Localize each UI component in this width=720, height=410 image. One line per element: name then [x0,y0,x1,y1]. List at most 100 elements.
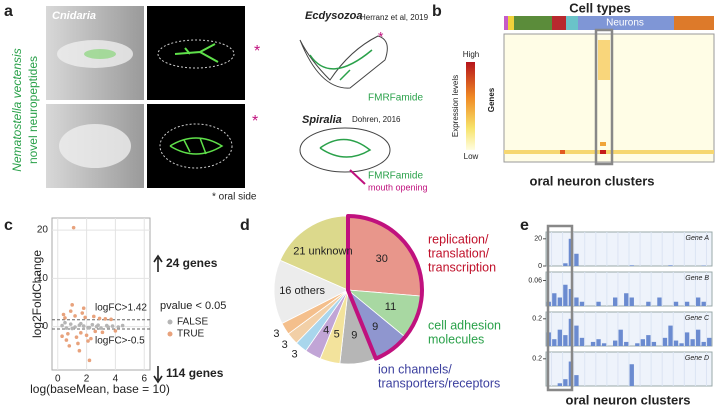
reference: Herranz et al, 2019 [360,13,429,22]
bar [707,337,712,346]
animal [59,124,131,168]
slice-label: 11 [385,301,396,313]
group-label: molecules [428,332,484,346]
point [83,315,87,320]
point [73,325,77,329]
bar [579,337,585,346]
y-tick-label: 0.06 [528,277,542,284]
point [61,312,66,317]
group-label: replication/ [428,232,489,246]
neurons-label: Neurons [606,18,644,29]
cell-type [566,16,578,30]
marker: * [252,113,258,130]
caption: oral neuron clusters [566,392,691,407]
bar [618,329,623,346]
axis-title: log2FoldChange [30,250,44,338]
point [89,336,93,341]
signal [174,43,219,63]
bar [646,335,651,346]
group: Cnidaria [52,10,96,22]
bar [696,297,701,306]
slice-label: 9 [351,329,357,341]
slice-label: 30 [376,253,388,265]
point [74,335,79,339]
slice-label: 3 [292,349,298,361]
species: Nematostella vectensis [10,48,24,171]
gene-name: Gene B [685,275,709,282]
slice [273,259,349,324]
slice-label: 3 [282,339,288,351]
bar [574,325,579,346]
panel-b: b Cell types Neurons High Low Expression… [432,0,715,188]
gene-name: Gene A [686,235,710,242]
group-label: ion channels/ [378,362,452,376]
neurons [319,138,372,158]
point [93,329,98,334]
bar [701,341,706,346]
highlight-box [594,28,614,166]
point [113,329,118,333]
x-tick-label: 6 [141,374,147,385]
point [70,326,74,331]
heatmap-cells [504,150,714,154]
point [97,316,102,321]
up-count: 24 genes [166,256,218,270]
bar [657,297,662,306]
point [79,331,83,335]
panel-letter: b [432,3,442,20]
bar [563,379,568,386]
x-tick-label: 2 [84,374,90,385]
stain: FMRFamide [368,171,423,182]
panel-letter: a [4,3,13,20]
legend-swatch [167,319,173,325]
y-tick-label: 0.2 [532,316,542,323]
point [64,326,69,330]
charts: c 0 10 20 0 2 4 6 logFC>1.42 logFC>-0.5 log2FoldCh… [4,214,713,407]
bar [646,301,651,306]
panel-letter: e [520,217,529,234]
mouth: mouth opening [368,182,428,192]
bar [635,343,640,346]
larva [299,127,391,173]
bar [668,325,673,346]
bar [574,297,579,306]
bar [563,335,568,346]
point [116,325,121,329]
axis-label: Genes [487,87,496,112]
point [106,325,111,329]
x-tick-label: 0 [55,374,61,385]
point [96,323,100,327]
clade: Ecdysozoa [305,10,362,22]
panel-a: a Nematostella vectensis novel neuropept… [4,3,429,202]
slice-label: 3 [273,328,279,340]
point [60,334,64,339]
point [67,344,72,348]
point [120,323,125,328]
y-tick-label: 10 [37,273,49,284]
y-tick-label: 0.2 [532,356,542,363]
heatmap-cells [600,142,606,146]
point [60,323,64,328]
bar [651,341,657,346]
point [68,309,73,313]
color-scale [466,62,475,150]
point [91,314,96,319]
point [103,317,108,321]
threshold-label: logFC>1.42 [95,302,147,313]
bar [629,265,634,266]
point [81,324,86,328]
outline [159,123,233,169]
signal [84,49,116,59]
bar [574,253,579,266]
cell-type [504,16,508,30]
point [86,339,90,343]
slice [279,215,349,291]
bar [563,284,568,306]
bar [579,301,585,306]
point [87,325,92,330]
group-label: transcription [428,260,496,274]
point [68,322,73,326]
highlight [346,214,424,361]
legend-title: pvalue < 0.05 [160,300,226,312]
gene-name: Gene C [685,315,710,322]
